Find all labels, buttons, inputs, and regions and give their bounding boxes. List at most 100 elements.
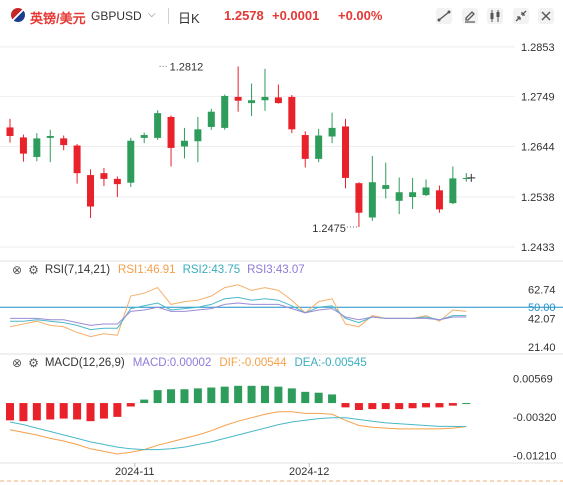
- macd-histogram-bar: [301, 391, 310, 404]
- candle-body: [60, 138, 68, 146]
- dea-line: [9, 417, 467, 451]
- uk-flag-icon: [11, 8, 25, 22]
- candle-body: [342, 126, 349, 178]
- x-tick-label: 2024-12: [289, 466, 329, 478]
- rsi-series: [9, 284, 467, 338]
- candle-body: [435, 190, 443, 210]
- macd-histogram-bar: [422, 403, 431, 408]
- rsi-header: ⊗ ⚙ RSI(7,14,21) RSI1:46.91 RSI2:43.75 R…: [12, 263, 305, 277]
- rsi2-value: RSI2:43.75: [182, 264, 241, 276]
- candle-body: [19, 137, 27, 154]
- candle-body: [234, 96, 242, 101]
- candle-body: [127, 140, 135, 183]
- period-selector[interactable]: 日K: [178, 11, 200, 26]
- macd-histogram-bar: [167, 389, 176, 404]
- rsi3-value: RSI3:43.07: [247, 264, 305, 276]
- header-divider: [168, 8, 169, 24]
- candle-body: [422, 187, 430, 196]
- macd-histogram-bar: [234, 385, 243, 404]
- dea-value: DEA:-0.00545: [294, 357, 367, 369]
- dif-line: [9, 411, 467, 455]
- candle-body: [207, 111, 215, 127]
- macd-histogram-bar: [113, 403, 122, 417]
- candle-body: [167, 116, 175, 148]
- macd-histogram-bar: [86, 403, 95, 422]
- candle-body: [100, 173, 108, 179]
- macd-histogram-bar: [140, 399, 149, 404]
- macd-histogram-bar: [19, 403, 28, 422]
- rsi-line-rsi1: [9, 284, 467, 338]
- candle-body: [368, 182, 376, 218]
- price-tick-label: 1.2538: [521, 192, 555, 204]
- rsi-tick-label: 21.40: [528, 342, 556, 354]
- macd-header: ⊗ ⚙ MACD(12,26,9) MACD:0.00002 DIF:-0.00…: [12, 356, 367, 370]
- candle-body: [301, 135, 309, 159]
- price-tick-label: 1.2853: [521, 42, 555, 54]
- price-tick-label: 1.2644: [521, 141, 555, 153]
- candle-body: [180, 140, 188, 147]
- macd-histogram-bar: [153, 390, 162, 404]
- macd-histogram-bar: [207, 387, 216, 404]
- candle-body: [462, 177, 470, 179]
- symbol-code[interactable]: GBPUSD: [91, 9, 142, 23]
- macd-histogram-bar: [287, 388, 296, 404]
- macd-histogram-bar: [462, 402, 471, 404]
- macd-histogram-bar: [247, 385, 256, 404]
- macd-histogram-bar: [381, 403, 390, 410]
- candle-body: [395, 192, 403, 201]
- macd-title: MACD(12,26,9): [44, 357, 125, 369]
- macd-histogram-bar: [180, 389, 189, 404]
- candle-body: [6, 127, 14, 136]
- macd-histogram-bar: [220, 386, 229, 404]
- settings-icon[interactable]: ⚙: [28, 356, 39, 370]
- candle-body: [73, 145, 81, 174]
- macd-histogram-bar: [260, 385, 269, 404]
- edit-icon[interactable]: [461, 7, 479, 25]
- close-icon[interactable]: [537, 7, 555, 25]
- indicator-icon[interactable]: [486, 7, 504, 25]
- candle-body: [449, 178, 457, 204]
- macd-histogram-bar: [341, 403, 350, 408]
- symbol-name[interactable]: 英镑/美元: [30, 11, 86, 26]
- price-tick-label: 1.2749: [521, 91, 555, 103]
- candle-body: [288, 96, 296, 130]
- settings-icon[interactable]: ⚙: [28, 263, 39, 277]
- candle-body: [328, 127, 336, 137]
- candle-body: [409, 192, 417, 197]
- crosshair-marker: [467, 173, 476, 182]
- grid-lines: [0, 46, 563, 482]
- low-annotation: 1.2475: [312, 223, 346, 235]
- high-annotation: 1.2812: [170, 61, 204, 73]
- candle-body: [221, 95, 229, 128]
- rsi-line-rsi3: [10, 302, 467, 326]
- macd-histogram-bar: [59, 403, 68, 419]
- candle-body: [154, 113, 162, 138]
- candle-body: [248, 100, 256, 104]
- rsi-tick-label: 50.00: [528, 302, 556, 314]
- macd-histogram-bar: [32, 403, 41, 421]
- symbol-dropdown-icon[interactable]: ⌵: [148, 9, 156, 20]
- macd-tick-label: -0.00320: [513, 412, 556, 424]
- macd-histogram-bar: [435, 403, 444, 408]
- macd-histogram-bar: [448, 403, 457, 406]
- hide-icon[interactable]: ⊗: [12, 356, 23, 370]
- draw-line-icon[interactable]: [435, 7, 453, 25]
- macd-histogram-bar: [6, 403, 14, 421]
- price-tick-label: 1.2433: [521, 242, 555, 254]
- candle-body: [113, 178, 121, 185]
- dif-value: DIF:-0.00544: [219, 357, 287, 369]
- hide-icon[interactable]: ⊗: [12, 263, 23, 277]
- macd-tick-label: 0.00569: [513, 374, 553, 386]
- rsi1-value: RSI1:46.91: [118, 264, 176, 276]
- macd-histogram-bar: [354, 403, 363, 410]
- shrink-icon[interactable]: [512, 7, 530, 25]
- rsi-tick-label: 62.74: [528, 284, 556, 296]
- macd-histogram-bar: [99, 403, 108, 419]
- candle-body: [33, 138, 41, 157]
- price-change-pct: +0.00%: [338, 8, 383, 23]
- macd-histogram-bar: [274, 386, 283, 404]
- candle-body: [382, 185, 390, 189]
- macd-histogram-bar: [193, 388, 202, 404]
- macd-histogram-bar: [73, 403, 82, 420]
